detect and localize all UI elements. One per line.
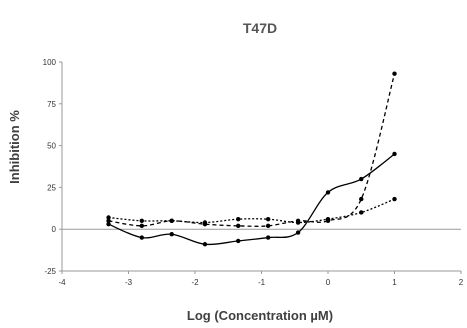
data-point bbox=[392, 196, 397, 202]
chart-title: T47D bbox=[243, 20, 277, 36]
data-point bbox=[359, 176, 364, 182]
data-point bbox=[236, 238, 241, 244]
y-axis-title: Inhibition % bbox=[7, 110, 22, 184]
y-tick-label: 100 bbox=[43, 58, 57, 67]
data-point bbox=[169, 232, 174, 237]
series-line bbox=[108, 153, 395, 246]
data-point bbox=[265, 235, 271, 240]
series-2 bbox=[106, 71, 397, 229]
data-point bbox=[295, 230, 301, 235]
data-point bbox=[359, 196, 364, 202]
x-tick-label: 1 bbox=[392, 278, 397, 287]
data-point bbox=[359, 210, 364, 215]
data-point bbox=[392, 151, 397, 157]
y-tick-label: 0 bbox=[52, 225, 57, 234]
x-axis-title: Log (Concentration µM) bbox=[187, 308, 333, 323]
data-point bbox=[139, 223, 144, 229]
x-tick-label: -1 bbox=[258, 278, 266, 287]
data-point bbox=[325, 190, 331, 195]
series-line bbox=[108, 198, 395, 224]
series-3 bbox=[106, 196, 397, 225]
y-tick-label: -25 bbox=[44, 267, 56, 276]
data-point bbox=[202, 242, 208, 247]
data-point bbox=[139, 235, 144, 240]
x-tick-label: -2 bbox=[191, 278, 199, 287]
data-point bbox=[106, 221, 111, 227]
data-point bbox=[139, 218, 144, 224]
series-1 bbox=[106, 151, 397, 247]
data-point bbox=[169, 218, 174, 224]
data-point bbox=[265, 223, 271, 229]
series-line bbox=[108, 73, 396, 227]
data-point bbox=[392, 71, 397, 76]
x-tick-label: -3 bbox=[125, 278, 133, 287]
series-layer bbox=[106, 71, 397, 247]
y-tick-label: 75 bbox=[47, 100, 56, 109]
data-point bbox=[295, 220, 301, 225]
data-point bbox=[202, 220, 208, 225]
data-point bbox=[106, 218, 111, 224]
y-tick-label: 50 bbox=[47, 142, 56, 151]
data-point bbox=[325, 216, 331, 222]
data-point bbox=[236, 223, 241, 229]
x-tick-label: 0 bbox=[326, 278, 331, 287]
x-tick-label: 2 bbox=[459, 278, 464, 287]
x-tick-label: -4 bbox=[58, 278, 66, 287]
data-point bbox=[265, 216, 271, 222]
data-point bbox=[236, 216, 241, 222]
data-point bbox=[106, 215, 111, 220]
y-tick-label: 25 bbox=[47, 183, 56, 192]
axes: -25 0 25 50 75 100 -4 -3 -2 -1 0 1 2 bbox=[43, 58, 464, 287]
